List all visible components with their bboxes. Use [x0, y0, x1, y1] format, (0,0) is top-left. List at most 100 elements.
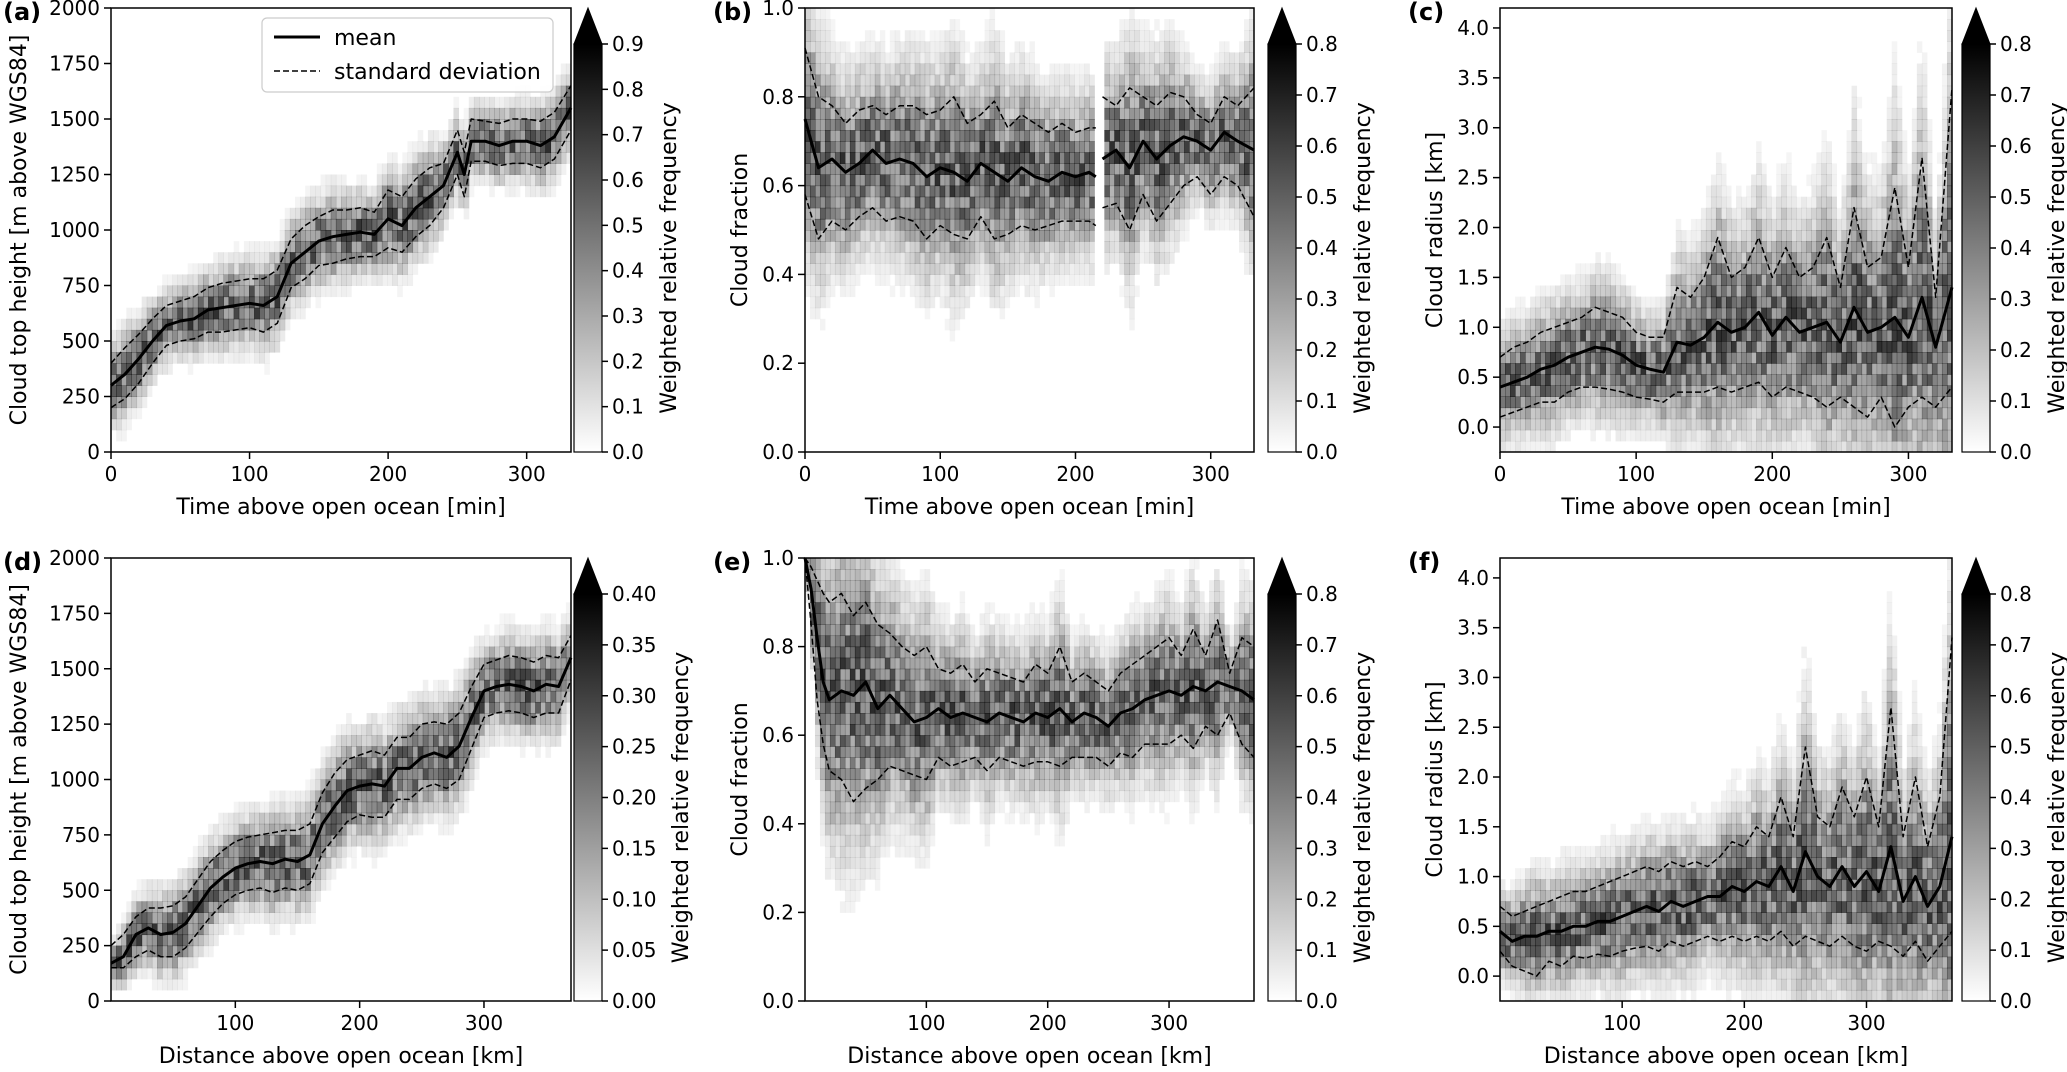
heatmap-cell — [1861, 374, 1868, 386]
heatmap-cell — [1154, 85, 1160, 98]
heatmap-cell — [879, 263, 886, 275]
heatmap-cell — [964, 85, 971, 98]
heatmap-cell — [1014, 130, 1021, 142]
heatmap-cell — [805, 185, 811, 198]
heatmap-cell — [1114, 163, 1120, 175]
heatmap-cell — [1866, 396, 1873, 409]
heatmap-cell — [1926, 163, 1933, 175]
heatmap-cell — [1786, 230, 1792, 242]
heatmap-cell — [315, 241, 322, 253]
heatmap-cell — [934, 74, 941, 87]
heatmap-cell — [1590, 318, 1596, 331]
heatmap-cell — [864, 85, 871, 98]
heatmap-cell — [1771, 207, 1777, 220]
heatmap-cell — [909, 85, 916, 98]
heatmap-cell — [519, 174, 526, 187]
heatmap-cell — [417, 207, 424, 220]
heatmap-cell — [1154, 41, 1160, 53]
heatmap-cell — [1640, 363, 1647, 375]
heatmap-cell — [1029, 119, 1035, 131]
heatmap-cell — [243, 307, 250, 320]
heatmap-cell — [1761, 252, 1767, 264]
heatmap-cell — [111, 934, 117, 947]
heatmap-cell — [864, 30, 871, 42]
panel-label: (a) — [3, 0, 41, 26]
heatmap-cell — [300, 263, 306, 275]
heatmap-cell — [1695, 374, 1702, 386]
heatmap-cell — [1114, 74, 1120, 87]
heatmap-cell — [1680, 263, 1687, 275]
heatmap-cell — [994, 296, 1001, 309]
heatmap-cell — [1079, 218, 1085, 231]
heatmap-cell — [1134, 174, 1140, 187]
heatmap-cell — [310, 274, 316, 286]
heatmap-cell — [366, 196, 373, 209]
heatmap-cell — [819, 318, 826, 331]
heatmap-cell — [994, 218, 1001, 231]
heatmap-cell — [1650, 396, 1657, 409]
heatmap-cell — [1249, 141, 1255, 153]
heatmap-cell — [989, 274, 996, 286]
heatmap-cell — [233, 252, 240, 264]
heatmap-cell — [1560, 396, 1566, 409]
heatmap-cell — [879, 119, 886, 131]
heatmap-cell — [1500, 440, 1506, 453]
heatmap-cell — [1019, 63, 1026, 76]
heatmap-cell — [1149, 107, 1155, 120]
heatmap-cell — [254, 263, 260, 275]
heatmap-cell — [1741, 329, 1747, 342]
heatmap-cell — [141, 341, 148, 353]
heatmap-cell — [1505, 418, 1511, 431]
heatmap-cell — [1049, 241, 1055, 253]
heatmap-cell — [514, 163, 521, 175]
heatmap-cell — [844, 252, 851, 264]
heatmap-cell — [1846, 318, 1853, 331]
heatmap-cell — [874, 52, 881, 64]
heatmap-cell — [305, 207, 311, 220]
heatmap-cell — [814, 196, 821, 209]
heatmap-cell — [1595, 296, 1601, 309]
heatmap-cell — [899, 196, 906, 209]
heatmap-cell — [1861, 185, 1868, 198]
heatmap-cell — [1585, 285, 1591, 298]
heatmap-cell — [999, 207, 1006, 220]
heatmap-cell — [1846, 407, 1853, 420]
heatmap-cell — [1625, 429, 1632, 442]
heatmap-cell — [1771, 318, 1777, 331]
heatmap-cell — [1219, 174, 1225, 187]
heatmap-cell — [1149, 52, 1155, 64]
heatmap-cell — [1229, 207, 1235, 220]
heatmap-cell — [1685, 318, 1692, 331]
heatmap-cell — [934, 218, 941, 231]
heatmap-cell — [924, 52, 931, 64]
heatmap-cell — [1204, 163, 1210, 175]
heatmap-cell — [1911, 329, 1918, 342]
heatmap-cell — [1009, 252, 1016, 264]
heatmap-cell — [839, 107, 846, 120]
heatmap-cell — [146, 363, 153, 375]
heatmap-cell — [854, 163, 861, 175]
heatmap-cell — [1169, 107, 1175, 120]
heatmap-cell — [1851, 418, 1858, 431]
heatmap-cell — [1856, 218, 1863, 231]
heatmap-cell — [819, 8, 826, 20]
heatmap-cell — [269, 318, 276, 331]
heatmap-cell — [924, 285, 931, 298]
heatmap-cell — [1771, 196, 1777, 209]
heatmap-cell — [126, 307, 132, 320]
heatmap-cell — [1009, 52, 1016, 64]
heatmap-cell — [1736, 196, 1742, 209]
heatmap-cell — [1881, 274, 1888, 286]
heatmap-cell — [545, 152, 552, 164]
heatmap-cell — [1019, 274, 1026, 286]
heatmap-cell — [295, 196, 301, 209]
heatmap-cell — [412, 230, 419, 242]
heatmap-cell — [1826, 296, 1832, 309]
heatmap-cell — [131, 396, 138, 409]
heatmap-cell — [530, 130, 536, 142]
heatmap-cell — [550, 96, 557, 109]
heatmap-cell — [864, 41, 871, 53]
heatmap-cell — [397, 274, 403, 286]
heatmap-cell — [954, 107, 961, 120]
heatmap-cell — [839, 252, 846, 264]
